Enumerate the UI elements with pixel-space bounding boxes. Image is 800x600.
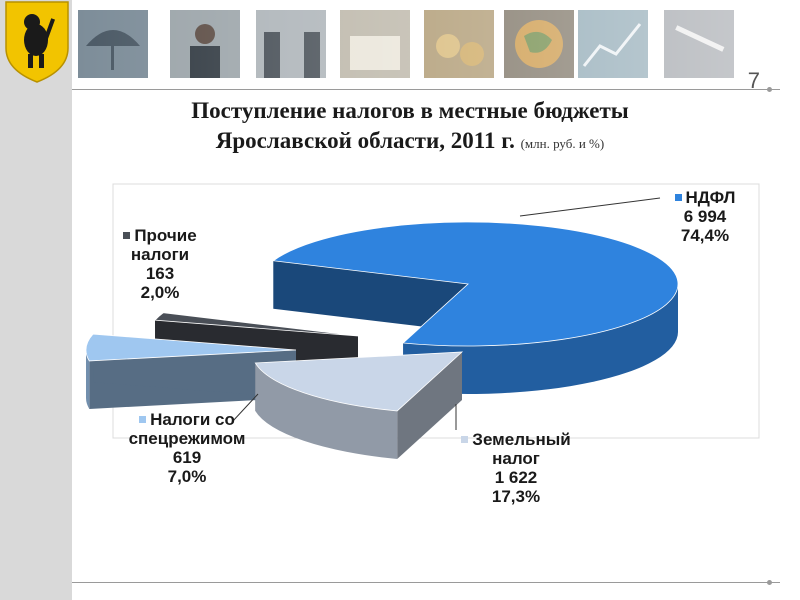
slice-label-value: 6 994 — [683, 207, 727, 226]
slice-label-value: 1 622 — [494, 468, 538, 487]
slice-label-name-2: налог — [492, 449, 540, 468]
divider-dot — [767, 87, 772, 92]
slice-label-name-2: спецрежимом — [128, 429, 246, 448]
pie-slice-special-regime — [85, 333, 297, 409]
pie-slice-top — [254, 351, 464, 412]
legend-swatch — [123, 232, 131, 239]
header-banner — [0, 0, 800, 88]
pie-slice-rim — [255, 362, 398, 459]
header-divider — [72, 89, 780, 90]
pie-slice-top — [85, 333, 297, 362]
slice-label-percent: 2,0% — [140, 283, 180, 302]
title-year: , 2011 г. — [439, 128, 515, 153]
legend-swatch — [139, 416, 147, 423]
title-unit: (млн. руб. и %) — [520, 136, 605, 151]
pie-slice-top — [272, 221, 679, 347]
page-number: 7 — [747, 68, 760, 93]
pie-slice-top — [154, 312, 359, 337]
slice-label-ndfl: НДФЛ 6 994 74,4% — [650, 188, 760, 245]
slice-label-value: 163 — [145, 264, 175, 283]
legend-swatch — [674, 194, 682, 201]
leader-line — [231, 393, 259, 423]
divider-dot — [767, 580, 772, 585]
slice-label-special-regime: Налоги со спецрежимом 619 7,0% — [112, 410, 262, 486]
coat-of-arms-icon — [5, 1, 69, 83]
title-line-2: Ярославской области, 2011 г. (млн. руб. … — [100, 126, 720, 159]
slice-label-percent: 7,0% — [167, 467, 207, 486]
slice-label-name: Налоги со — [112, 410, 262, 429]
slice-label-name: Прочие — [112, 226, 208, 245]
pie-slice-ndfl — [272, 221, 679, 394]
pie-slice-rim — [403, 284, 678, 394]
pie-slice-land-tax — [254, 351, 464, 459]
chart-plot-area — [112, 183, 760, 439]
title-region: Ярославской области — [215, 128, 440, 153]
slice-label-percent: 17,3% — [491, 487, 541, 506]
photo-strip — [78, 6, 800, 80]
pie-slice-rim — [86, 350, 90, 409]
legend-swatch — [461, 436, 469, 443]
page-title: Поступление налогов в местные бюджеты Яр… — [100, 96, 720, 159]
left-decorative-band — [0, 0, 72, 600]
slice-label-other-taxes: Прочие налоги 163 2,0% — [112, 226, 208, 302]
slice-label-value: 619 — [172, 448, 202, 467]
slice-label-name: Земельный — [454, 430, 578, 449]
slice-label-percent: 74,4% — [680, 226, 730, 245]
slice-label-name: НДФЛ — [650, 188, 760, 207]
leader-line — [519, 197, 661, 217]
slice-label-name-2: налоги — [130, 245, 190, 264]
slice-label-land-tax: Земельный налог 1 622 17,3% — [454, 430, 578, 506]
title-line-1: Поступление налогов в местные бюджеты — [191, 98, 629, 123]
footer-divider — [72, 582, 780, 583]
